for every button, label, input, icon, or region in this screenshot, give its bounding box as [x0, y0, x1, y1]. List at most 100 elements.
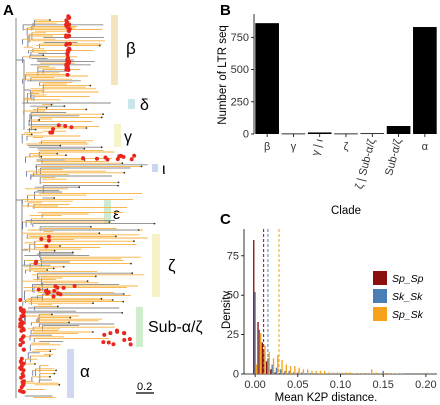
legend-swatch-sp_sp: [373, 271, 387, 285]
tree-ltr-tip: [64, 41, 69, 46]
tree-ltr-tip: [51, 294, 56, 299]
clade-bar-beta: [111, 15, 118, 85]
tree-ltr-tip: [56, 123, 61, 128]
tree-ltr-tip: [61, 285, 66, 290]
tree-ltr-tip: [94, 156, 99, 161]
tree-tip: [122, 293, 125, 295]
tree-tip: [30, 133, 33, 136]
panel-c-bar-sp_sk: [341, 372, 343, 374]
tree-tip: [94, 275, 97, 278]
tree-tip: [65, 154, 67, 157]
tree-tip: [48, 355, 51, 357]
tree-ltr-tip: [106, 340, 111, 345]
tree-tip: [100, 146, 103, 149]
clade-bar-epsilon: [104, 199, 111, 224]
tree-ltr-tip: [67, 41, 72, 46]
tree-ltr-tip: [18, 388, 23, 393]
tree-ltr-tip: [33, 261, 38, 266]
legend-swatch-sk_sk: [373, 289, 387, 303]
clade-label-zeta: ζ: [168, 256, 176, 275]
panel-b-xtick-label: γ | ι: [310, 137, 326, 157]
tree-tip: [86, 280, 89, 283]
panel-c-bar-sp_sk: [358, 373, 360, 374]
legend-swatch-sp_sk: [373, 307, 387, 321]
tree-ltr-tip: [132, 153, 137, 158]
panel-c-bar-sp_sk: [268, 351, 270, 374]
panel-c-bar-sp_sk: [328, 372, 330, 374]
tree-tip: [78, 186, 81, 189]
panel-c-bar-sp_sk: [336, 372, 339, 374]
legend-label-sk_sk: Sk_Sk: [392, 291, 423, 303]
tree-tip: [42, 54, 45, 57]
panel-c-bar-sp_sk: [260, 333, 262, 374]
clade-label-subaz: Sub-α/ζ: [148, 319, 203, 336]
tree-tip: [58, 383, 61, 386]
panel-c-bar-sp_sp: [253, 240, 255, 374]
legend-label-sp_sp: Sp_Sp: [392, 273, 424, 285]
panel-b-bar: [413, 27, 437, 134]
tree-ltr-tip: [64, 34, 69, 39]
panel-c-bar-sp_sk: [375, 372, 377, 374]
tree-ltr-tip: [67, 60, 72, 65]
tree-ltr-tip: [55, 285, 60, 290]
tree-tip: [100, 297, 103, 300]
panel-c-bar-sp_sk: [281, 359, 283, 374]
tree-tip: [91, 331, 94, 333]
panel-c-ytick-label: 50: [227, 290, 239, 302]
panel-c-bar-sk_sk: [254, 292, 256, 374]
panel-c-xtick-label: 0.20: [415, 379, 436, 391]
tree-tip: [130, 262, 132, 265]
tree-tip: [131, 272, 134, 275]
panel-c-xtick-label: 0.00: [244, 379, 265, 391]
panel-c-bar-sk_sk: [271, 364, 273, 374]
tree-tip: [69, 316, 72, 319]
tree-tip: [111, 299, 114, 301]
panel-c-bar-sp_sk: [349, 372, 352, 374]
panel-c-bar-sp_sk: [379, 373, 381, 374]
tree-tip: [55, 369, 57, 372]
panel-c-bar-sp_sk: [285, 364, 287, 374]
panel-b-bars: [255, 23, 437, 135]
tree-tip: [123, 171, 126, 174]
panel-c-bar-sp_sk: [311, 370, 313, 374]
panel-c-bar-sk_sk: [288, 370, 290, 374]
panel-c-bar-sp_sk: [264, 345, 266, 374]
tree-tip: [153, 222, 156, 225]
tree-tip: [114, 235, 117, 238]
tree-ltr-tip: [65, 25, 70, 30]
tree-ltr-tip: [66, 28, 71, 33]
clade-bar-alpha: [67, 349, 74, 398]
panel-b-ytick-label: 500: [231, 64, 249, 76]
panel-b-ylabel: Number of LTR seq: [217, 25, 229, 125]
tree-ltr-tip: [48, 130, 53, 135]
panel-c-bar-sk_sk: [262, 351, 265, 374]
panel-c-bar-sp_sp: [265, 361, 268, 374]
panel-c-bar-sk_sk: [258, 329, 261, 374]
panel-c-bar-sk_sk: [275, 367, 278, 374]
tree-tip: [49, 350, 52, 353]
tree-ltr-tip: [19, 375, 24, 380]
clade-bar-subaz: [136, 307, 143, 347]
panel-b-bar: [360, 133, 385, 135]
tree-tip: [92, 302, 94, 305]
panel-c-bar-sp_sk: [307, 369, 309, 374]
panel-c-bar-sk_sk: [305, 373, 308, 374]
panel-c-bar-sp_sp: [282, 373, 285, 374]
panel-c-mean-lines: [263, 229, 280, 374]
clade-label-gamma: γ: [124, 129, 132, 146]
panel-c-bar-sp_sk: [332, 372, 334, 374]
tree-ltr-tip: [39, 236, 44, 241]
panel-c-bar-sk_sk: [280, 369, 282, 374]
tree-tip: [62, 265, 65, 268]
tree-tip: [98, 44, 101, 47]
tree-ltr-tip: [18, 317, 23, 322]
tree-ltr-tip: [47, 238, 52, 243]
panel-c-ylabel: Density: [221, 291, 233, 330]
panel-c-bar-sp_sk: [298, 367, 300, 374]
panel-c-xtick-label: 0.05: [287, 379, 308, 391]
tree-ltr-tip: [63, 123, 68, 128]
tree-tip: [56, 305, 59, 308]
panel-c-bar-sk_sk: [297, 372, 299, 374]
tree-ltr-tip: [65, 72, 70, 77]
